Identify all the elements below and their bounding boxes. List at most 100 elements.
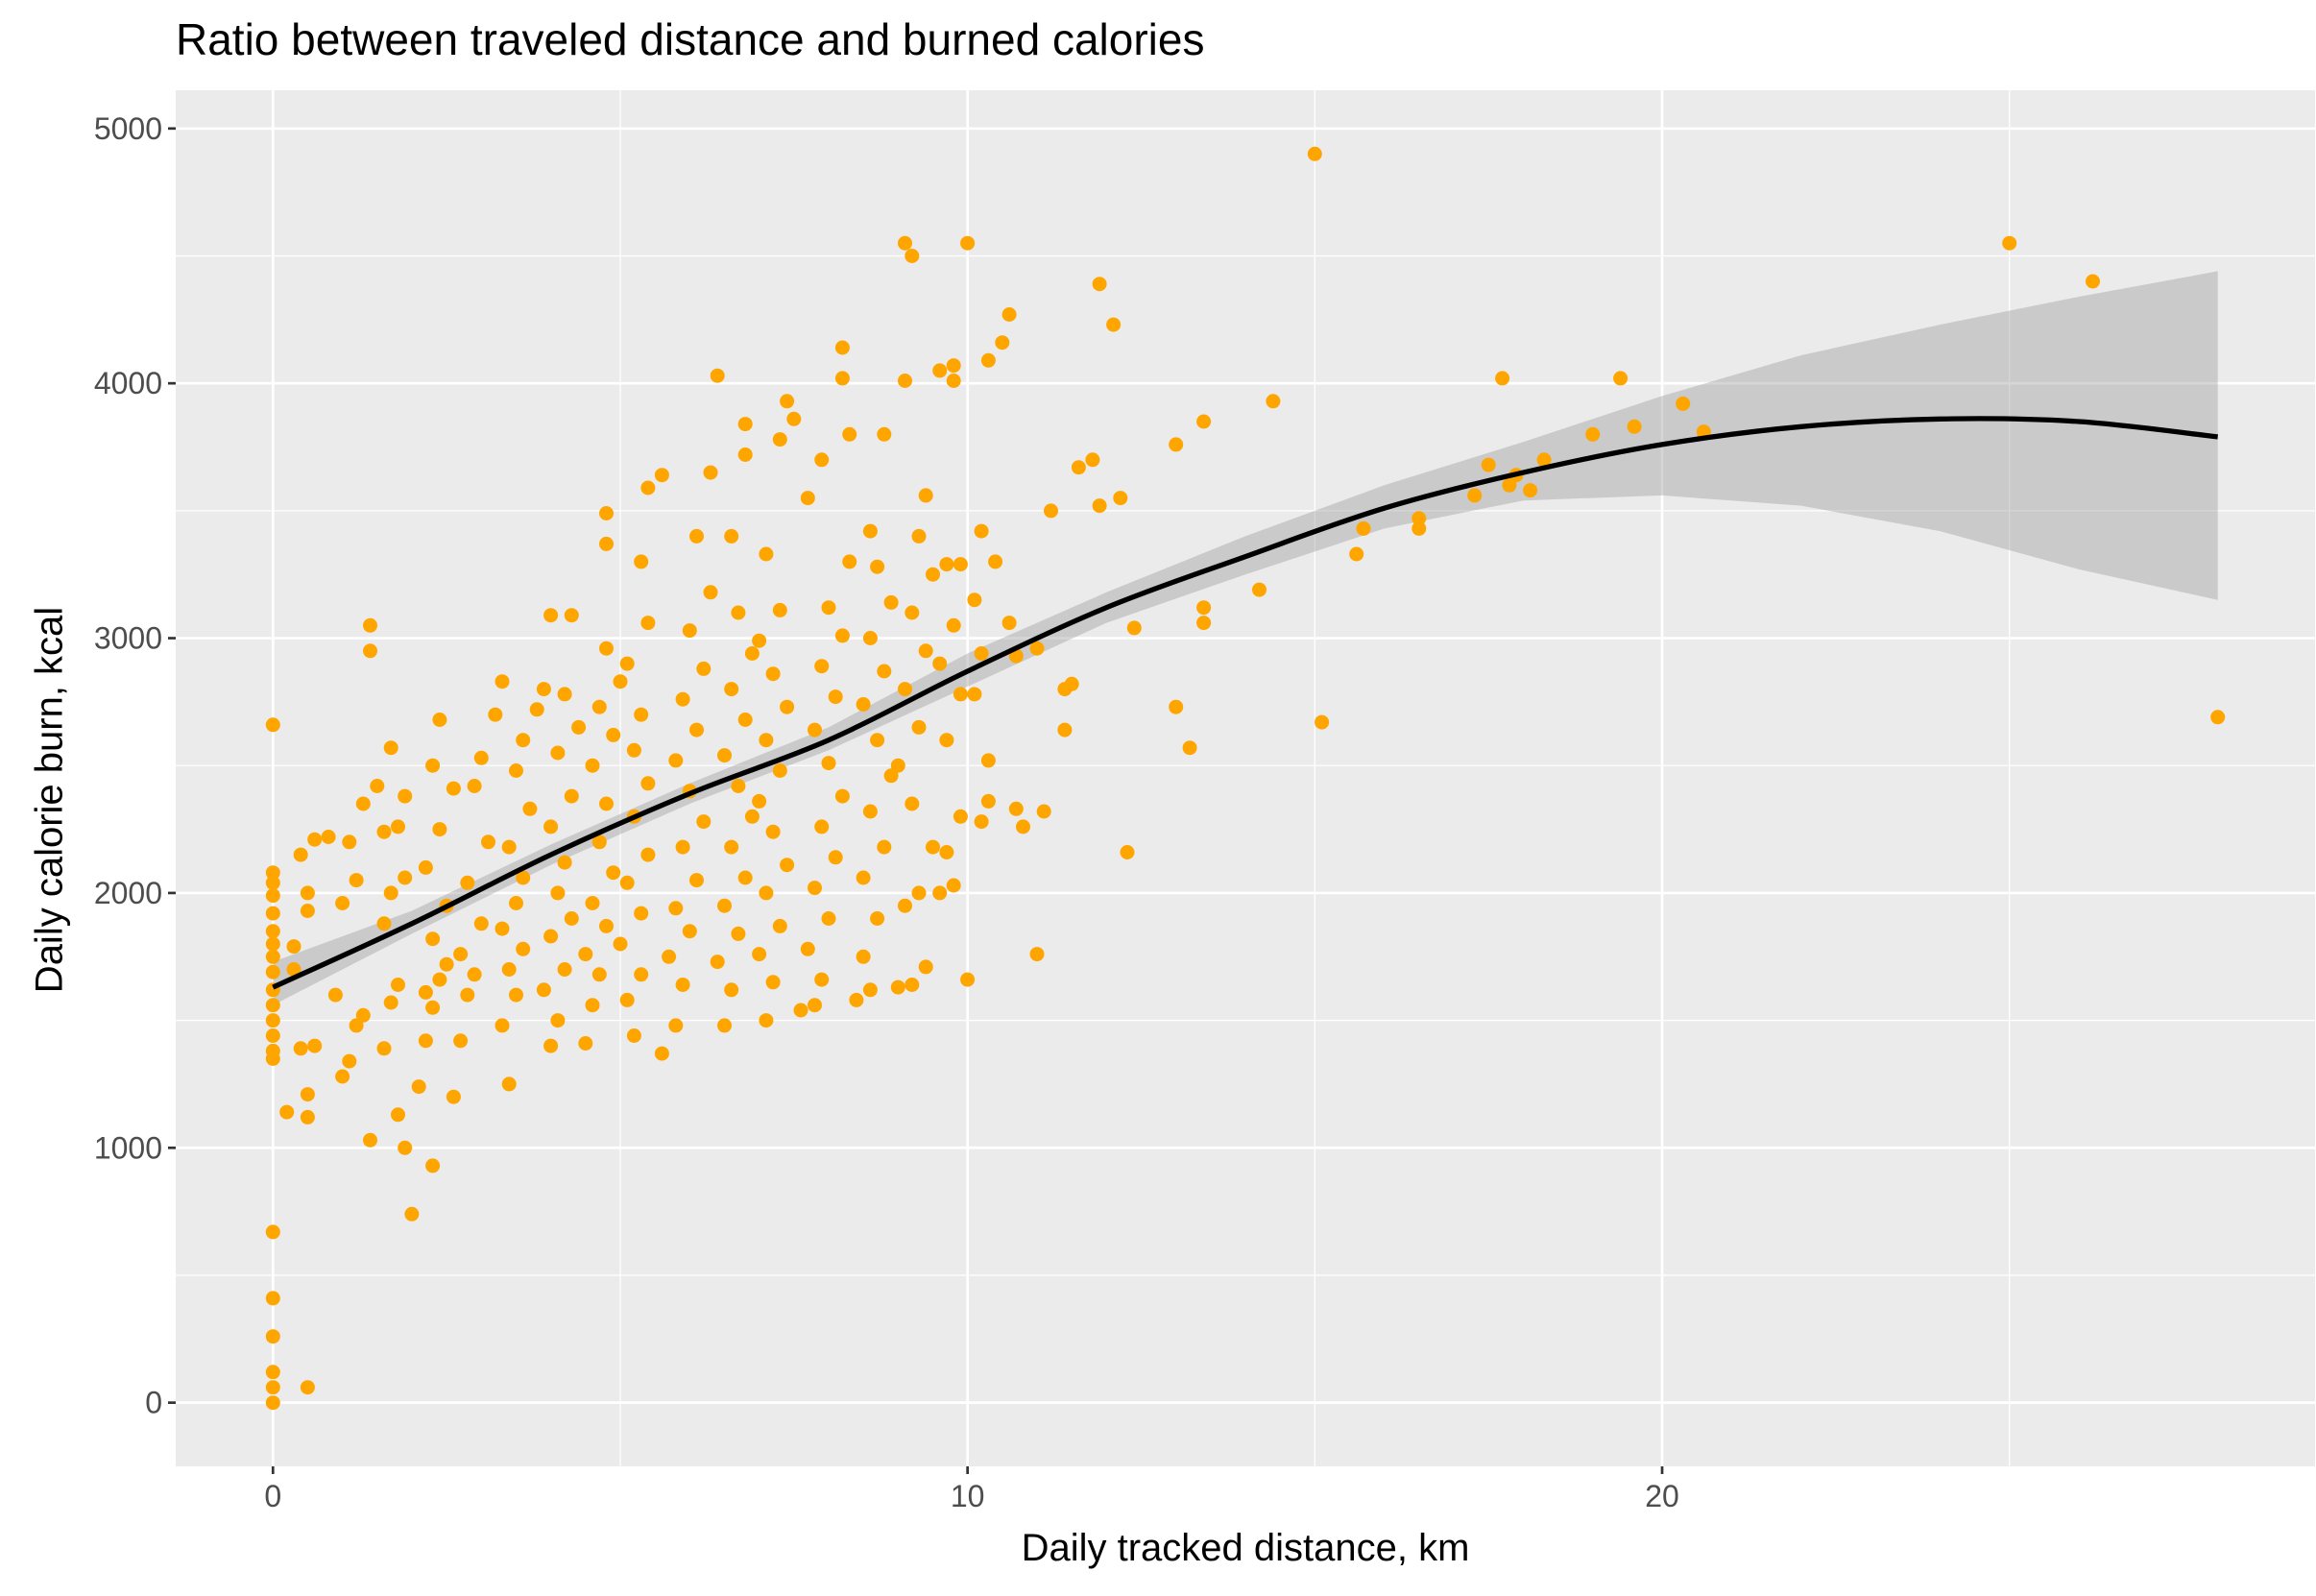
data-point (967, 687, 982, 702)
data-point (752, 793, 767, 809)
data-point (335, 896, 350, 910)
data-point (293, 847, 308, 862)
data-point (668, 753, 684, 768)
chart-title: Ratio between traveled distance and burn… (176, 14, 1205, 64)
data-point (1064, 676, 1079, 691)
data-point (446, 1089, 461, 1104)
data-point (765, 824, 781, 839)
x-tick-label: 0 (264, 1479, 281, 1513)
data-point (682, 924, 697, 939)
data-point (564, 911, 579, 926)
data-point (724, 982, 739, 998)
data-point (932, 656, 948, 671)
data-point (1029, 641, 1045, 656)
data-point (953, 809, 968, 824)
data-point (905, 978, 920, 992)
data-point (1481, 457, 1496, 472)
data-point (398, 1140, 413, 1155)
data-point (606, 727, 621, 742)
x-axis-tick-labels: 0 10 20 (264, 1479, 1678, 1513)
data-point (759, 885, 774, 901)
data-point (557, 687, 572, 702)
data-point (821, 756, 836, 771)
data-point (988, 554, 1003, 569)
data-point (355, 796, 371, 811)
data-point (731, 779, 746, 793)
data-point (960, 235, 976, 251)
data-point (918, 488, 933, 503)
data-point (905, 796, 920, 811)
data-point (696, 661, 712, 676)
data-point (953, 687, 968, 702)
data-point (391, 819, 405, 834)
data-point (432, 713, 447, 727)
data-point (488, 707, 503, 722)
data-point (1613, 371, 1628, 386)
data-point (300, 1109, 315, 1124)
data-point (1196, 414, 1212, 429)
data-point (800, 941, 815, 956)
data-point (460, 987, 475, 1003)
data-point (682, 623, 697, 639)
data-point (265, 936, 280, 952)
data-point (654, 1046, 669, 1061)
data-point (265, 906, 280, 921)
data-point (606, 865, 621, 881)
data-point (613, 674, 628, 689)
data-point (834, 371, 850, 386)
data-point (1071, 460, 1086, 475)
data-point (675, 839, 690, 855)
data-point (634, 554, 649, 569)
data-point (557, 962, 572, 977)
data-point (1196, 616, 1212, 631)
data-point (265, 875, 280, 890)
plot-panel (176, 90, 2315, 1466)
data-point (765, 975, 781, 990)
data-point (828, 850, 843, 865)
data-point (980, 352, 996, 368)
data-point (265, 1013, 280, 1028)
data-point (383, 885, 398, 901)
data-point (724, 682, 739, 697)
data-point (529, 702, 544, 717)
scatter-points-layer (265, 146, 2226, 1411)
data-point (1495, 371, 1510, 386)
data-point (599, 918, 614, 933)
data-point (550, 885, 566, 901)
data-point (877, 664, 892, 679)
data-point (1113, 491, 1128, 506)
data-point (418, 1033, 433, 1049)
data-point (626, 1028, 641, 1043)
data-point (1001, 307, 1017, 322)
y-tick-label: 1000 (94, 1130, 162, 1165)
minor-gridlines (176, 90, 2315, 1466)
data-point (1044, 503, 1058, 519)
data-point (926, 567, 940, 582)
data-point (1307, 146, 1322, 161)
data-point (870, 733, 885, 748)
data-point (1411, 511, 1427, 526)
data-point (731, 605, 746, 620)
data-point (808, 881, 822, 896)
data-point (411, 1079, 426, 1095)
data-point (752, 947, 767, 962)
data-point (383, 740, 398, 756)
data-point (286, 939, 302, 955)
data-point (1036, 804, 1051, 819)
data-point (640, 776, 656, 791)
data-point (467, 779, 482, 793)
data-point (870, 911, 885, 926)
data-point (737, 713, 753, 727)
data-point (363, 643, 377, 659)
data-point (591, 967, 607, 982)
data-point (842, 426, 857, 442)
data-point (668, 1018, 684, 1033)
data-point (890, 758, 905, 773)
data-point (772, 432, 787, 447)
data-point (717, 1018, 732, 1033)
data-point (293, 1041, 308, 1056)
data-point (953, 557, 968, 572)
data-point (286, 962, 302, 977)
data-point (599, 506, 614, 520)
